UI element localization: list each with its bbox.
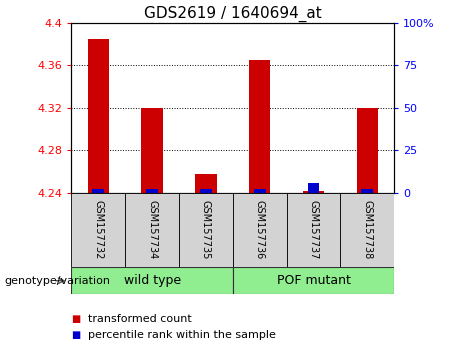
Bar [200, 189, 212, 193]
Bar [146, 189, 158, 193]
Bar [249, 60, 271, 193]
Text: GSM157735: GSM157735 [201, 200, 211, 260]
Bar [92, 189, 104, 193]
Text: GSM157732: GSM157732 [93, 200, 103, 260]
Text: GSM157738: GSM157738 [362, 200, 372, 260]
FancyBboxPatch shape [340, 193, 394, 267]
Bar [307, 183, 319, 193]
Text: GSM157736: GSM157736 [254, 200, 265, 260]
Title: GDS2619 / 1640694_at: GDS2619 / 1640694_at [144, 5, 322, 22]
FancyBboxPatch shape [233, 267, 394, 294]
FancyBboxPatch shape [71, 193, 125, 267]
Text: transformed count: transformed count [88, 314, 191, 324]
Bar [88, 39, 109, 193]
Text: wild type: wild type [124, 274, 181, 287]
Text: GSM157737: GSM157737 [308, 200, 319, 260]
FancyBboxPatch shape [179, 193, 233, 267]
Bar [361, 189, 373, 193]
Bar [142, 108, 163, 193]
Text: POF mutant: POF mutant [277, 274, 350, 287]
Text: GSM157734: GSM157734 [147, 200, 157, 260]
Bar [195, 174, 217, 193]
FancyBboxPatch shape [287, 193, 340, 267]
Text: genotype/variation: genotype/variation [5, 276, 111, 286]
FancyBboxPatch shape [71, 267, 233, 294]
Bar [356, 108, 378, 193]
Text: ■: ■ [71, 314, 81, 324]
Bar [303, 191, 324, 193]
Text: percentile rank within the sample: percentile rank within the sample [88, 330, 276, 339]
Bar [254, 189, 266, 193]
FancyBboxPatch shape [125, 193, 179, 267]
FancyBboxPatch shape [233, 193, 287, 267]
Text: ■: ■ [71, 330, 81, 339]
